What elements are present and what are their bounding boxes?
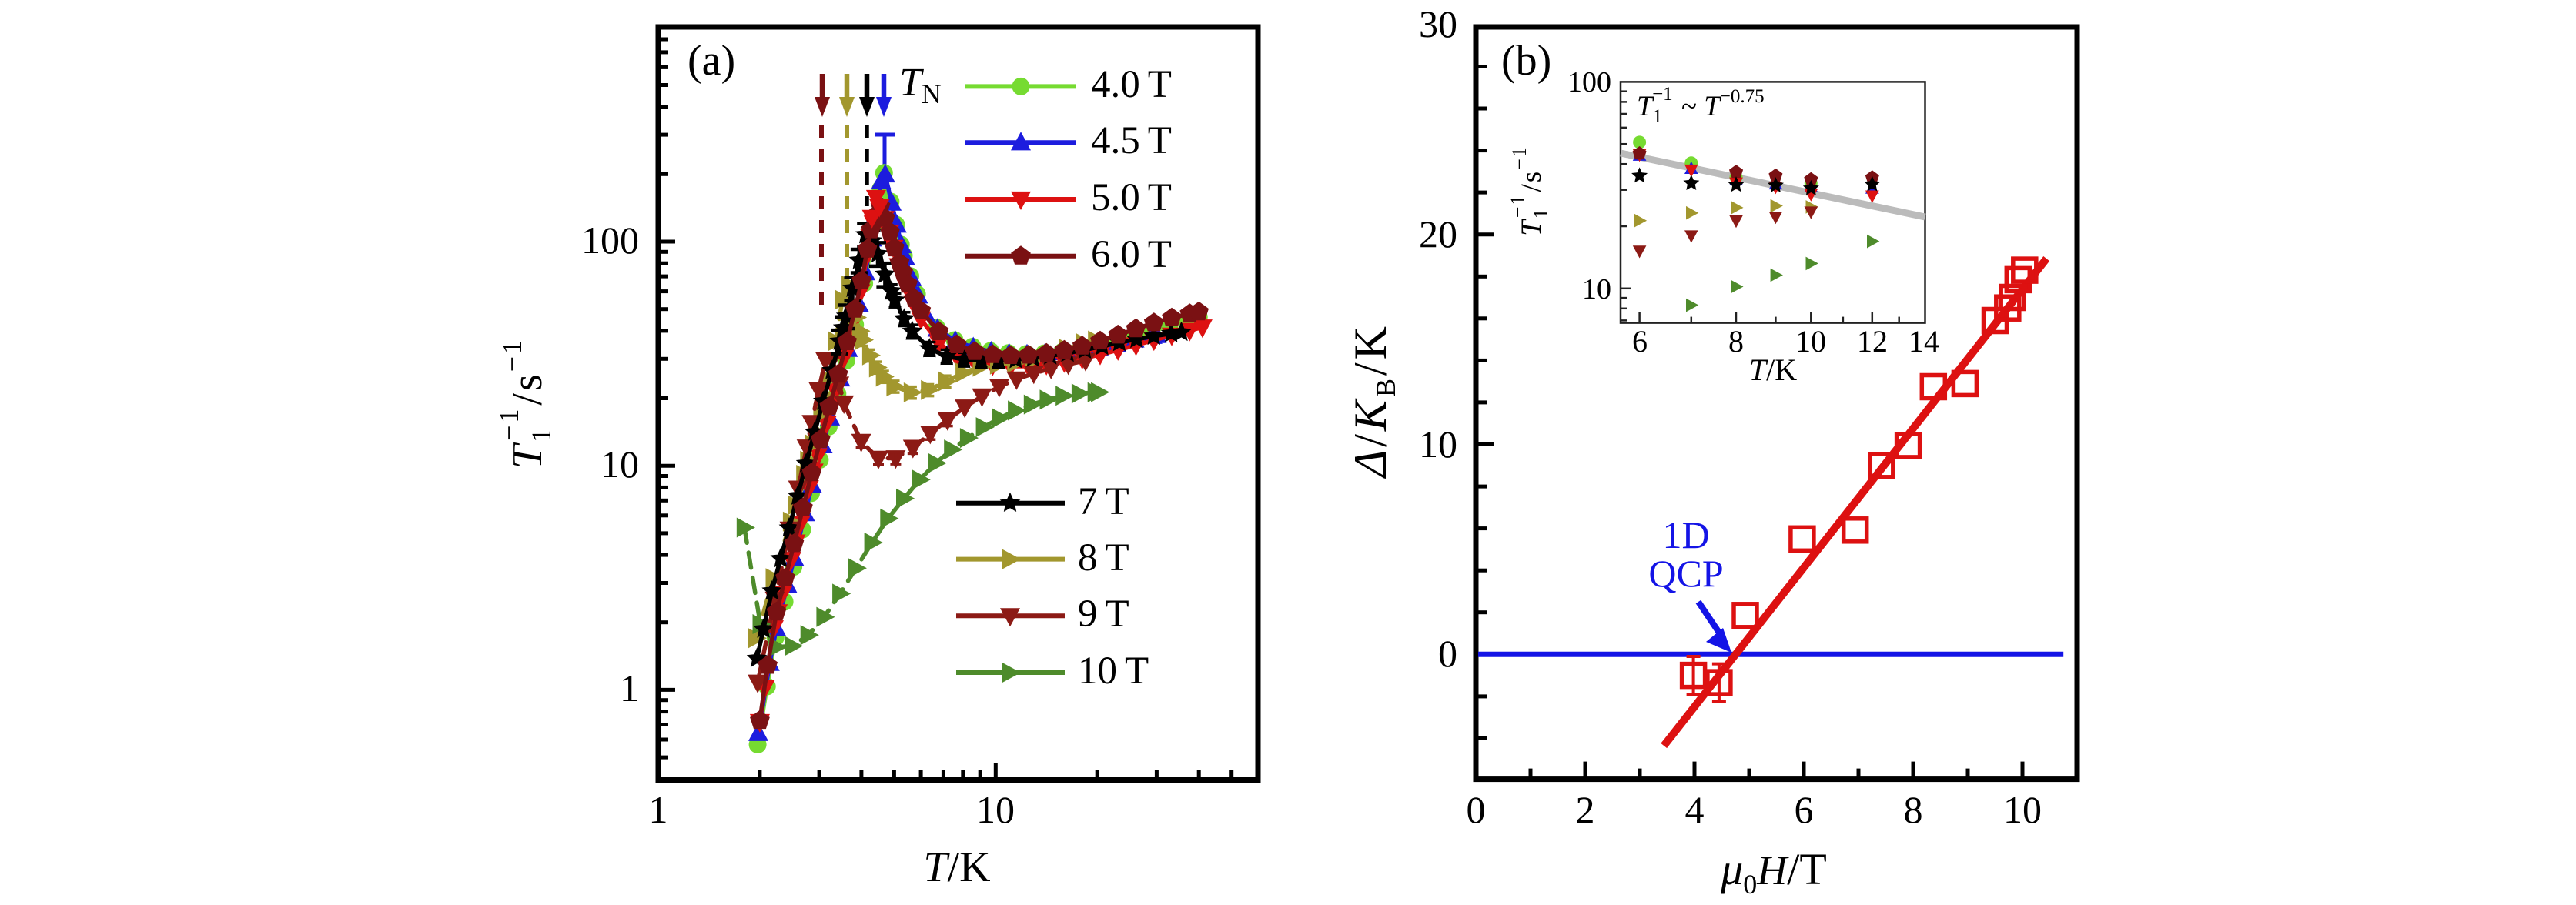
svg-text:(a): (a) [687,37,735,85]
svg-text:2: 2 [1576,788,1595,831]
svg-text:8: 8 [1904,788,1923,831]
svg-text:6.0T: 6.0 T [1091,233,1172,276]
svg-text:14: 14 [1909,324,1939,359]
svg-text:12: 12 [1857,324,1888,359]
svg-text:6: 6 [1795,788,1814,831]
svg-text:100: 100 [1567,66,1611,99]
svg-text:T/K: T/K [1749,352,1797,387]
svg-text:Δ/KB/K: Δ/KB/K [1345,323,1401,479]
svg-text:20: 20 [1419,212,1457,255]
svg-text:(b): (b) [1501,37,1551,85]
svg-text:0: 0 [1467,788,1486,831]
svg-text:8: 8 [1728,324,1744,359]
svg-text:TN: TN [899,61,942,109]
svg-text:30: 30 [1419,2,1457,45]
svg-text:μ0H/T: μ0H/T [1720,844,1827,900]
svg-text:10: 10 [976,788,1015,831]
svg-text:4: 4 [1685,788,1705,831]
svg-text:T/K: T/K [923,843,990,891]
svg-text:4.0T: 4.0 T [1091,63,1172,106]
svg-text:6: 6 [1632,324,1648,359]
svg-text:10T: 10 T [1078,650,1149,693]
svg-text:T1−1/s−1: T1−1/s−1 [1507,145,1552,236]
svg-text:1D: 1D [1662,513,1709,556]
svg-text:100: 100 [581,219,639,262]
svg-text:10: 10 [2003,788,2042,831]
svg-text:T1−1/s−1: T1−1/s−1 [493,338,557,469]
svg-text:10: 10 [1795,324,1826,359]
svg-text:1: 1 [620,666,639,710]
svg-text:10: 10 [601,442,639,486]
svg-text:10: 10 [1419,422,1457,466]
svg-text:10: 10 [1582,273,1611,306]
svg-text:5.0T: 5.0 T [1091,176,1172,219]
svg-text:T1−1 ~ T−0.75: T1−1 ~ T−0.75 [1637,84,1765,127]
svg-text:QCP: QCP [1648,552,1723,595]
svg-text:1: 1 [649,788,668,831]
svg-text:0: 0 [1438,632,1457,675]
svg-text:4.5T: 4.5 T [1091,119,1172,162]
